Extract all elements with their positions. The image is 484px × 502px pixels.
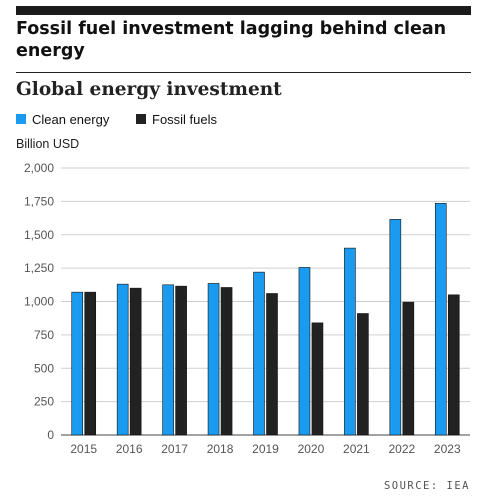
y-axis-label: Billion USD bbox=[16, 137, 80, 151]
y-tick-label: 250 bbox=[34, 395, 54, 409]
bar-clean-energy-2018 bbox=[207, 283, 220, 436]
bar-fossil-fuels-2023 bbox=[447, 294, 460, 436]
legend-label-fossil-fuels: Fossil fuels bbox=[152, 112, 218, 127]
legend-swatch-clean-energy bbox=[16, 114, 26, 124]
legend-swatch-fossil-fuels bbox=[136, 114, 146, 124]
x-tick-label: 2017 bbox=[161, 442, 188, 456]
bar-clean-energy-2020 bbox=[298, 267, 311, 436]
x-tick-label: 2019 bbox=[252, 442, 279, 456]
bar-fossil-fuels-2019 bbox=[266, 293, 278, 436]
source-note: SOURCE: IEA bbox=[383, 480, 470, 492]
x-tick-label: 2020 bbox=[298, 442, 325, 456]
y-tick-label: 1,750 bbox=[24, 194, 54, 208]
y-tick-label: 2,000 bbox=[24, 161, 54, 175]
bar-fossil-fuels-2022 bbox=[402, 301, 415, 436]
bar-clean-energy-2023 bbox=[434, 203, 447, 436]
bar-fossil-fuels-2015 bbox=[84, 291, 97, 436]
bar-clean-energy-2021 bbox=[344, 247, 356, 436]
legend-label-clean-energy: Clean energy bbox=[32, 112, 110, 127]
bar-fossil-fuels-2021 bbox=[357, 313, 369, 436]
bar-fossil-fuels-2018 bbox=[220, 287, 233, 436]
x-tick-label: 2021 bbox=[343, 442, 370, 456]
x-tick-label: 2018 bbox=[207, 442, 234, 456]
bar-clean-energy-2019 bbox=[253, 271, 265, 436]
x-tick-label: 2022 bbox=[388, 442, 415, 456]
y-tick-label: 750 bbox=[34, 328, 54, 342]
headline: Fossil fuel investment lagging behind cl… bbox=[16, 19, 447, 61]
y-tick-label: 1,000 bbox=[24, 295, 54, 309]
bar-fossil-fuels-2017 bbox=[175, 285, 187, 436]
divider bbox=[16, 72, 471, 73]
bar-clean-energy-2022 bbox=[389, 219, 402, 436]
y-tick-label: 500 bbox=[34, 361, 54, 375]
bar-fossil-fuels-2016 bbox=[129, 287, 142, 436]
y-tick-label: 1,500 bbox=[24, 228, 54, 242]
header-bar bbox=[16, 6, 471, 15]
x-tick-label: 2023 bbox=[434, 442, 461, 456]
y-tick-label: 0 bbox=[47, 428, 54, 442]
bar-clean-energy-2015 bbox=[71, 291, 84, 436]
bar-clean-energy-2016 bbox=[116, 283, 129, 436]
bar-clean-energy-2017 bbox=[162, 284, 174, 436]
x-tick-label: 2016 bbox=[116, 442, 143, 456]
y-tick-label: 1,250 bbox=[24, 261, 54, 275]
bar-fossil-fuels-2020 bbox=[311, 322, 324, 436]
x-tick-label: 2015 bbox=[70, 442, 97, 456]
bar-chart: 0 250 500 750 1,000 1,250 1,500 1,750 2,000 2015 2… bbox=[24, 161, 470, 456]
chart-title: Global energy investment bbox=[16, 79, 282, 100]
